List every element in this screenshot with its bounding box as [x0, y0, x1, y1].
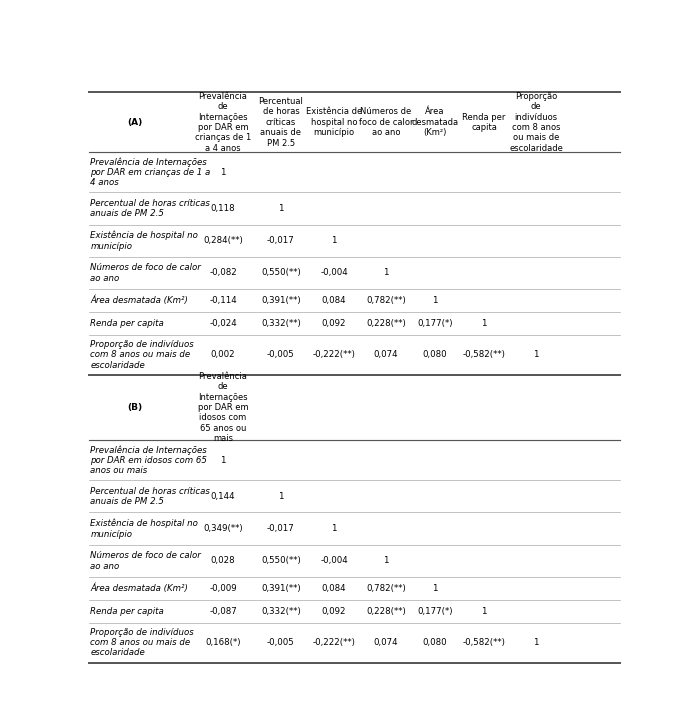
- Text: Renda per
capita: Renda per capita: [462, 113, 506, 132]
- Text: 0,228(**): 0,228(**): [366, 606, 406, 616]
- Text: Percentual de horas críticas
anuais de PM 2.5: Percentual de horas críticas anuais de P…: [90, 199, 210, 218]
- Text: -0,005: -0,005: [267, 350, 295, 359]
- Text: -0,582(**): -0,582(**): [463, 638, 506, 647]
- Text: 0,074: 0,074: [374, 638, 399, 647]
- Text: 1: 1: [278, 492, 284, 501]
- Text: 1: 1: [534, 638, 539, 647]
- Text: Existência de hospital no
município: Existência de hospital no município: [90, 231, 198, 251]
- Text: 0,177(*): 0,177(*): [417, 318, 453, 328]
- Text: 0,782(**): 0,782(**): [366, 584, 406, 593]
- Text: 0,118: 0,118: [210, 204, 235, 213]
- Text: 0,092: 0,092: [322, 606, 346, 616]
- Text: -0,017: -0,017: [267, 236, 295, 245]
- Text: 1: 1: [383, 269, 389, 277]
- Text: 1: 1: [432, 296, 438, 305]
- Text: 0,002: 0,002: [210, 350, 235, 359]
- Text: Percentual de horas críticas
anuais de PM 2.5: Percentual de horas críticas anuais de P…: [90, 487, 210, 506]
- Text: 1: 1: [432, 584, 438, 593]
- Text: 1: 1: [383, 557, 389, 565]
- Text: Percentual
de horas
críticas
anuais de
PM 2.5: Percentual de horas críticas anuais de P…: [259, 97, 303, 147]
- Text: Prevalência de Internações
por DAR em idosos com 65
anos ou mais: Prevalência de Internações por DAR em id…: [90, 445, 207, 475]
- Text: -0,017: -0,017: [267, 524, 295, 533]
- Text: Existência de hospital no
município: Existência de hospital no município: [90, 518, 198, 539]
- Text: 0,284(**): 0,284(**): [203, 236, 243, 245]
- Text: -0,087: -0,087: [209, 606, 237, 616]
- Text: 0,028: 0,028: [210, 557, 235, 565]
- Text: 1: 1: [331, 524, 337, 533]
- Text: (A): (A): [127, 118, 143, 127]
- Text: Área desmatada (Km²): Área desmatada (Km²): [90, 295, 188, 305]
- Text: -0,582(**): -0,582(**): [463, 350, 506, 359]
- Text: -0,114: -0,114: [209, 296, 237, 305]
- Text: Prevalência de Internações
por DAR em crianças de 1 a
4 anos: Prevalência de Internações por DAR em cr…: [90, 157, 210, 188]
- Text: Números de
foco de calor
ao ano: Números de foco de calor ao ano: [358, 108, 413, 137]
- Text: 0,084: 0,084: [322, 584, 346, 593]
- Text: Proporção
de
indivíduos
com 8 anos
ou mais de
escolaridade: Proporção de indivíduos com 8 anos ou ma…: [509, 92, 563, 153]
- Text: Proporção de indivíduos
com 8 anos ou mais de
escolaridade: Proporção de indivíduos com 8 anos ou ma…: [90, 340, 194, 370]
- Text: Existência de
hospital no
município: Existência de hospital no município: [306, 108, 362, 137]
- Text: 0,782(**): 0,782(**): [366, 296, 406, 305]
- Text: 0,168(*): 0,168(*): [206, 638, 241, 647]
- Text: Renda per capita: Renda per capita: [90, 318, 164, 328]
- Text: 1: 1: [534, 350, 539, 359]
- Text: Números de foco de calor
ao ano: Números de foco de calor ao ano: [90, 264, 201, 282]
- Text: -0,005: -0,005: [267, 638, 295, 647]
- Text: 0,084: 0,084: [322, 296, 346, 305]
- Text: 0,080: 0,080: [423, 350, 448, 359]
- Text: 0,332(**): 0,332(**): [261, 606, 301, 616]
- Text: 1: 1: [482, 318, 487, 328]
- Text: 0,349(**): 0,349(**): [203, 524, 243, 533]
- Text: -0,024: -0,024: [209, 318, 237, 328]
- Text: 0,332(**): 0,332(**): [261, 318, 301, 328]
- Text: 1: 1: [220, 168, 226, 177]
- Text: 1: 1: [331, 236, 337, 245]
- Text: 0,074: 0,074: [374, 350, 399, 359]
- Text: (B): (B): [127, 403, 143, 412]
- Text: 0,092: 0,092: [322, 318, 346, 328]
- Text: 0,080: 0,080: [423, 638, 448, 647]
- Text: Renda per capita: Renda per capita: [90, 606, 164, 616]
- Text: Prevalência
de
Internações
por DAR em
crianças de 1
a 4 anos: Prevalência de Internações por DAR em cr…: [195, 92, 251, 153]
- Text: Números de foco de calor
ao ano: Números de foco de calor ao ano: [90, 551, 201, 570]
- Text: Proporção de indivíduos
com 8 anos ou mais de
escolaridade: Proporção de indivíduos com 8 anos ou ma…: [90, 627, 194, 658]
- Text: 0,550(**): 0,550(**): [261, 557, 301, 565]
- Text: 1: 1: [220, 456, 226, 465]
- Text: -0,082: -0,082: [209, 269, 237, 277]
- Text: 0,177(*): 0,177(*): [417, 606, 453, 616]
- Text: -0,004: -0,004: [320, 269, 348, 277]
- Text: 0,391(**): 0,391(**): [261, 296, 301, 305]
- Text: -0,222(**): -0,222(**): [313, 350, 356, 359]
- Text: 0,228(**): 0,228(**): [366, 318, 406, 328]
- Text: 1: 1: [278, 204, 284, 213]
- Text: 0,144: 0,144: [210, 492, 235, 501]
- Text: -0,004: -0,004: [320, 557, 348, 565]
- Text: 1: 1: [482, 606, 487, 616]
- Text: -0,222(**): -0,222(**): [313, 638, 356, 647]
- Text: 0,550(**): 0,550(**): [261, 269, 301, 277]
- Text: Prevalência
de
Internações
por DAR em
idosos com
65 anos ou
mais: Prevalência de Internações por DAR em id…: [198, 372, 248, 443]
- Text: Área
desmatada
(Km²): Área desmatada (Km²): [412, 108, 459, 137]
- Text: -0,009: -0,009: [209, 584, 237, 593]
- Text: 0,391(**): 0,391(**): [261, 584, 301, 593]
- Text: Área desmatada (Km²): Área desmatada (Km²): [90, 583, 188, 593]
